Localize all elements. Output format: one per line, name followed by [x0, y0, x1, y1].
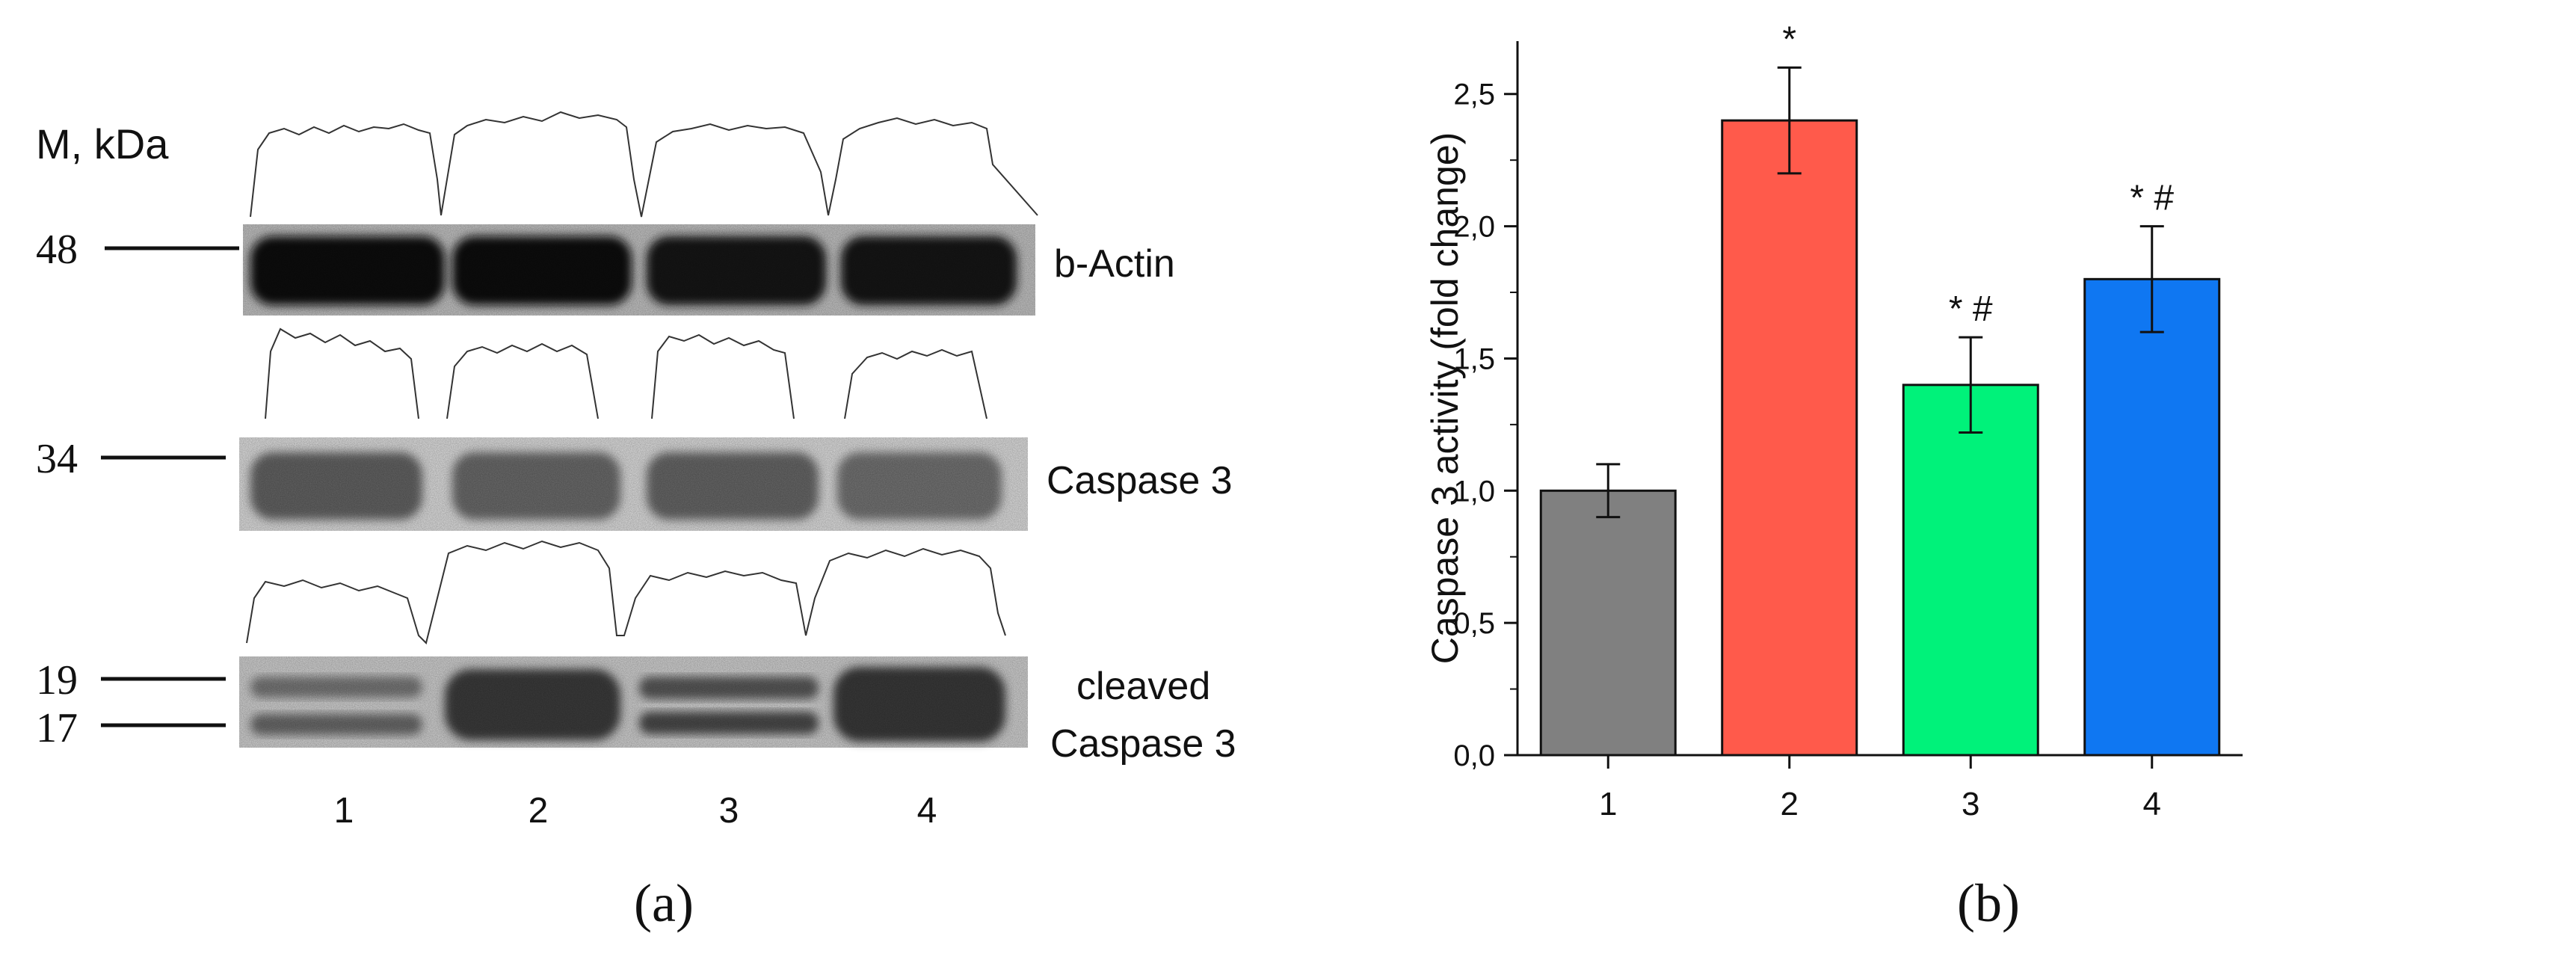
marker-19: 19: [36, 657, 226, 704]
y-tick-label-2: 1,0: [1453, 475, 1495, 508]
densitometry-trace-actin: [250, 111, 1038, 218]
bar-4: [2083, 277, 2221, 757]
significance-label-4: * #: [2130, 179, 2174, 218]
y-tick-label-5: 2,5: [1453, 79, 1495, 111]
lane-label-2: 2: [529, 791, 549, 831]
bar-3: [1902, 384, 2039, 757]
y-tick-label-0: 0,0: [1453, 739, 1495, 772]
panel-b-caption: (b): [1957, 873, 2020, 933]
caspase-activity-chart: 0,0 0,5 1,0 1,5 2,0 2,5 1 2 3 4 * * # * # Caspase 3…: [1424, 19, 2243, 933]
lane-label-1: 1: [334, 791, 354, 831]
x-tick-label-4: 4: [2143, 786, 2161, 822]
band-label-caspase3: Caspase 3: [1047, 459, 1233, 502]
y-tick-label-1: 0,5: [1453, 607, 1495, 640]
lane-label-3: 3: [719, 791, 739, 831]
western-blot-figure: M, kDa 48 34 19 17 b-Actin: [36, 111, 1236, 933]
bars: * * # * #: [1539, 19, 2221, 757]
y-axis-title: Caspase 3 activity (fold change): [1424, 132, 1466, 664]
band-label-actin: b-Actin: [1054, 242, 1175, 286]
x-tick-label-1: 1: [1599, 786, 1617, 822]
y-tick-label-4: 2,0: [1453, 211, 1495, 244]
caspase-activity-panel: 0,0 0,5 1,0 1,5 2,0 2,5 1 2 3 4 * * # * # Caspase 3…: [1316, 0, 2576, 956]
bar-2: [1721, 119, 1858, 757]
significance-label-3: * #: [1949, 289, 1993, 329]
y-tick-label-3: 1,5: [1453, 342, 1495, 375]
lane-label-4: 4: [917, 791, 937, 831]
panel-a-caption: (a): [634, 873, 694, 933]
x-tick-label-2: 2: [1781, 786, 1799, 822]
marker-34: 34: [36, 436, 226, 482]
marker-label-48: 48: [36, 227, 78, 273]
marker-48: 48: [36, 227, 239, 273]
western-blot-panel: M, kDa 48 34 19 17 b-Actin: [36, 111, 1236, 933]
marker-header: M, kDa: [36, 120, 169, 167]
marker-label-17: 17: [36, 705, 78, 751]
densitometry-trace-cleaved: [246, 540, 1006, 644]
band-label-cleaved-line2: Caspase 3: [1050, 722, 1236, 766]
marker-label-19: 19: [36, 657, 78, 704]
bar-1: [1539, 489, 1677, 757]
marker-17: 17: [36, 705, 226, 751]
band-actin: [243, 224, 1035, 316]
densitometry-trace-caspase3: [265, 327, 987, 419]
marker-label-34: 34: [36, 436, 78, 482]
x-tick-label-3: 3: [1962, 786, 1979, 822]
axes: 0,0 0,5 1,0 1,5 2,0 2,5 1 2 3 4: [1453, 41, 2243, 822]
band-cleaved-caspase3: [239, 656, 1028, 748]
significance-label-2: *: [1782, 19, 1796, 59]
band-label-cleaved-line1: cleaved: [1076, 665, 1210, 708]
band-caspase3: [239, 437, 1028, 531]
